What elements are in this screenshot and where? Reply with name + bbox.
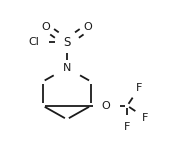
Text: F: F <box>142 113 149 123</box>
Text: N: N <box>63 63 71 73</box>
Text: O: O <box>41 22 50 32</box>
Text: F: F <box>124 122 130 132</box>
Text: O: O <box>84 22 92 32</box>
Text: O: O <box>102 101 110 111</box>
Text: S: S <box>63 36 71 49</box>
Text: F: F <box>136 83 143 93</box>
Text: Cl: Cl <box>28 37 39 47</box>
